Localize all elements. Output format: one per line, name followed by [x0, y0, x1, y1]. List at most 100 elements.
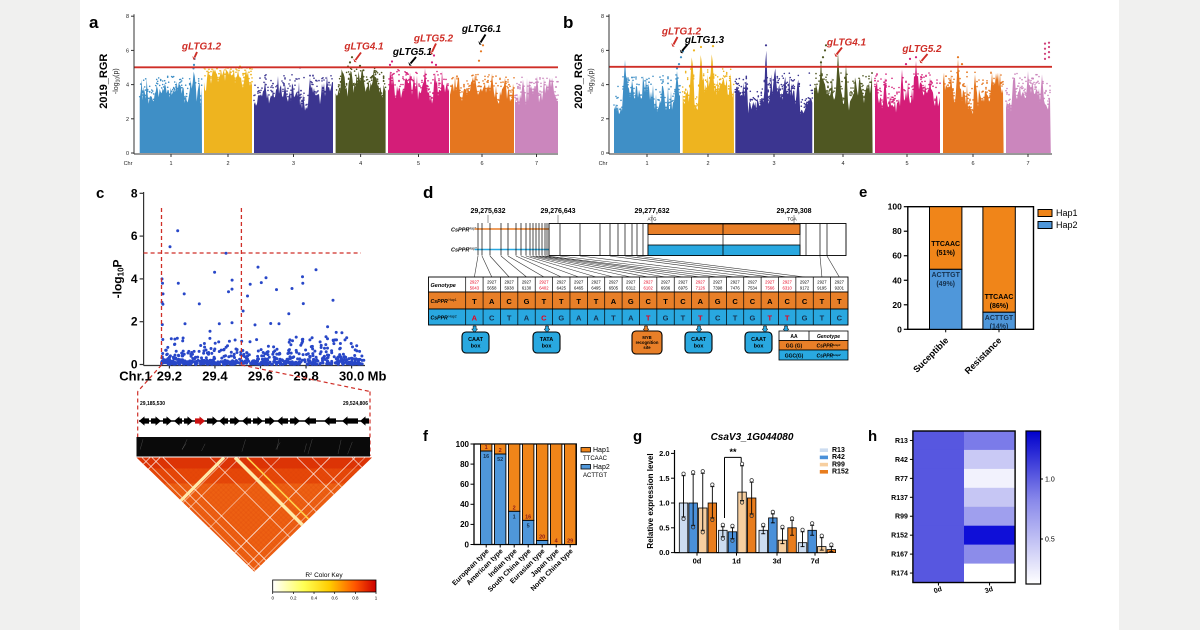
- svg-text:60: 60: [460, 480, 469, 489]
- svg-text:7: 7: [535, 161, 538, 167]
- svg-text:7476: 7476: [730, 286, 740, 291]
- svg-text:GG (G): GG (G): [786, 344, 803, 350]
- svg-text:29: 29: [567, 539, 573, 545]
- svg-text:R13: R13: [895, 438, 908, 445]
- svg-text:R99: R99: [832, 461, 845, 468]
- svg-text:G: G: [663, 314, 669, 323]
- svg-text:3: 3: [292, 161, 295, 167]
- svg-text:T: T: [542, 297, 547, 306]
- svg-text:2927: 2927: [591, 280, 601, 285]
- svg-text:R99: R99: [895, 514, 908, 521]
- svg-text:6130: 6130: [522, 286, 532, 291]
- svg-text:-log10(p): -log10(p): [588, 68, 597, 94]
- svg-text:6402: 6402: [539, 286, 549, 291]
- svg-text:7566: 7566: [765, 286, 775, 291]
- svg-text:2927: 2927: [487, 280, 497, 285]
- svg-text:C: C: [784, 297, 790, 306]
- svg-text:A: A: [698, 297, 704, 306]
- svg-text:29.2: 29.2: [157, 369, 182, 384]
- svg-text:C: C: [680, 297, 686, 306]
- svg-text:2927: 2927: [470, 280, 480, 285]
- svg-text:8: 8: [601, 14, 604, 20]
- svg-text:5: 5: [417, 161, 420, 167]
- svg-text:box: box: [542, 344, 553, 350]
- svg-text:CsPPR: CsPPR: [431, 316, 449, 322]
- svg-text:2020_RGR: 2020_RGR: [573, 54, 585, 109]
- svg-text:A: A: [472, 314, 478, 323]
- svg-text:100: 100: [456, 440, 470, 449]
- svg-text:TTCAAC: TTCAAC: [931, 241, 960, 248]
- svg-text:1d: 1d: [732, 557, 741, 566]
- svg-text:site: site: [643, 345, 651, 350]
- svg-text:C: C: [489, 314, 495, 323]
- svg-text:29,275,632: 29,275,632: [470, 208, 505, 215]
- svg-text:6465: 6465: [574, 286, 584, 291]
- svg-text:5: 5: [905, 161, 908, 167]
- svg-text:6102: 6102: [643, 286, 653, 291]
- svg-text:f: f: [423, 428, 429, 445]
- svg-text:6: 6: [480, 161, 483, 167]
- svg-text:1: 1: [513, 514, 516, 520]
- svg-text:gLTG1.3: gLTG1.3: [684, 35, 725, 46]
- svg-text:C: C: [541, 314, 547, 323]
- svg-text:1.5: 1.5: [659, 474, 669, 483]
- svg-text:0: 0: [271, 596, 274, 601]
- svg-text:2927: 2927: [748, 280, 758, 285]
- svg-text:0.5: 0.5: [659, 523, 669, 532]
- svg-text:7126: 7126: [696, 286, 706, 291]
- svg-text:4: 4: [359, 161, 362, 167]
- svg-text:2: 2: [499, 448, 502, 454]
- svg-text:80: 80: [460, 460, 469, 469]
- svg-text:C: C: [715, 314, 721, 323]
- svg-text:2.0: 2.0: [659, 449, 669, 458]
- svg-text:CsPPRHap2: CsPPRHap2: [816, 353, 840, 360]
- svg-text:29,276,643: 29,276,643: [540, 208, 575, 215]
- svg-text:Hap1: Hap1: [469, 227, 477, 231]
- svg-text:9172: 9172: [800, 286, 810, 291]
- svg-text:6312: 6312: [626, 286, 636, 291]
- svg-text:6505: 6505: [609, 286, 619, 291]
- svg-text:1.0: 1.0: [1045, 477, 1055, 484]
- svg-text:R2 Color Key: R2 Color Key: [305, 571, 343, 579]
- svg-text:CAAT: CAAT: [751, 337, 767, 343]
- svg-text:MYB: MYB: [642, 335, 651, 340]
- svg-text:T: T: [785, 314, 790, 323]
- svg-text:T: T: [837, 297, 842, 306]
- svg-text:2: 2: [226, 161, 229, 167]
- svg-text:R152: R152: [832, 469, 849, 476]
- svg-text:T: T: [611, 314, 616, 323]
- svg-text:29,185,530: 29,185,530: [140, 401, 165, 407]
- svg-text:0: 0: [897, 324, 902, 334]
- svg-text:G: G: [802, 314, 808, 323]
- svg-text:2927: 2927: [504, 280, 514, 285]
- svg-text:0d: 0d: [933, 586, 943, 595]
- svg-text:T: T: [681, 314, 686, 323]
- svg-text:30.0: 30.0: [339, 369, 364, 384]
- svg-text:CsPPRHap1: CsPPRHap1: [816, 343, 840, 350]
- svg-text:b: b: [563, 13, 573, 32]
- svg-text:G: G: [628, 297, 634, 306]
- svg-text:6: 6: [971, 161, 974, 167]
- svg-text:CAAT: CAAT: [691, 337, 707, 343]
- svg-text:ACTTGT: ACTTGT: [932, 272, 961, 279]
- svg-text:3: 3: [772, 161, 775, 167]
- svg-text:ACTTGT: ACTTGT: [583, 473, 607, 479]
- svg-text:6936: 6936: [661, 286, 671, 291]
- svg-text:1: 1: [485, 445, 488, 451]
- svg-text:9195: 9195: [817, 286, 827, 291]
- svg-text:2019_RGR: 2019_RGR: [98, 54, 110, 109]
- svg-text:Chr: Chr: [599, 161, 608, 167]
- svg-text:2927: 2927: [522, 280, 532, 285]
- svg-text:60: 60: [892, 251, 902, 261]
- svg-text:2927: 2927: [730, 280, 740, 285]
- svg-text:R152: R152: [891, 533, 908, 540]
- svg-text:a: a: [89, 13, 99, 32]
- svg-text:Hap1: Hap1: [1056, 208, 1078, 218]
- svg-text:R137: R137: [891, 495, 908, 502]
- svg-text:(14%): (14%): [990, 324, 1009, 331]
- svg-text:Chr: Chr: [124, 161, 133, 167]
- svg-text:52: 52: [497, 457, 503, 463]
- svg-text:2927: 2927: [609, 280, 619, 285]
- svg-text:A: A: [628, 314, 634, 323]
- svg-text:Hap2: Hap2: [449, 315, 457, 319]
